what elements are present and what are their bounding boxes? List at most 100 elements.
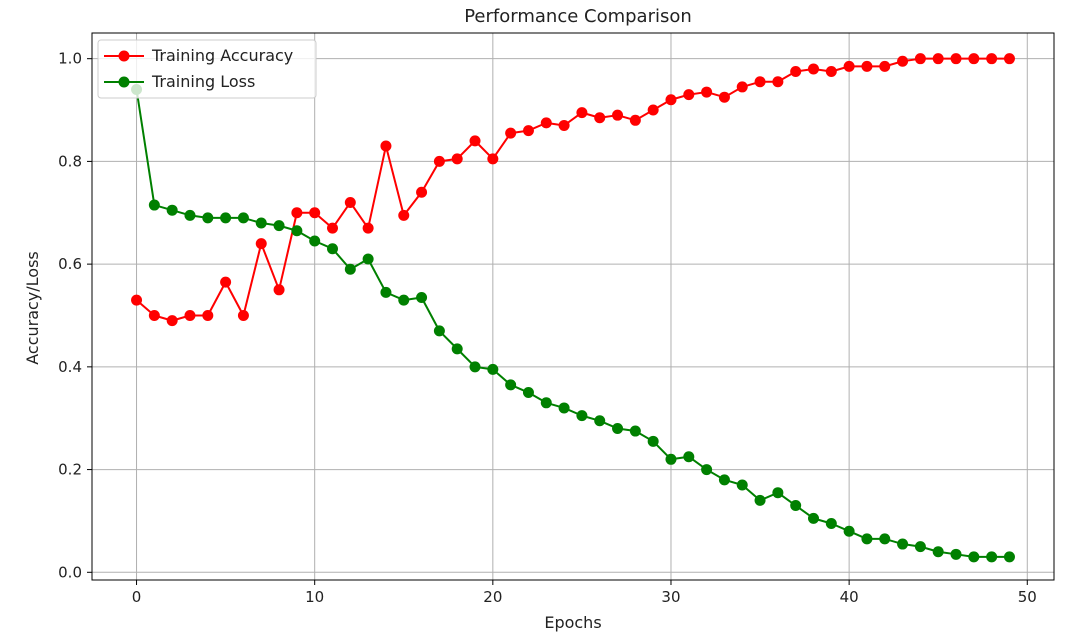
data-point-training-loss: [344, 263, 356, 275]
data-point-training-loss: [362, 253, 374, 265]
data-point-training-loss: [897, 538, 909, 550]
y-tick-label: 1.0: [58, 50, 82, 68]
grid-lines: [92, 33, 1054, 580]
data-point-training-loss: [914, 541, 926, 553]
data-point-training-accuracy: [522, 125, 534, 137]
data-point-training-accuracy: [291, 207, 303, 219]
legend-item-training-loss: Training Loss: [104, 72, 255, 91]
data-point-training-accuracy: [327, 222, 338, 234]
legend-marker-loss: [118, 76, 130, 88]
data-point-training-loss: [629, 425, 641, 437]
legend-label-accuracy: Training Accuracy: [151, 46, 293, 65]
x-tick-label: 50: [1018, 588, 1037, 606]
data-point-training-loss: [255, 217, 267, 229]
x-tick-label: 20: [483, 588, 502, 606]
data-point-training-loss: [237, 212, 249, 224]
data-point-training-loss: [612, 422, 624, 434]
data-point-training-accuracy: [237, 309, 249, 321]
series-training-accuracy: [131, 53, 1015, 327]
data-point-training-loss: [576, 410, 588, 422]
data-point-training-loss: [754, 494, 766, 506]
data-point-training-loss: [166, 204, 178, 216]
data-point-training-loss: [825, 518, 837, 529]
data-point-training-loss: [451, 343, 463, 355]
data-point-training-loss: [932, 546, 944, 558]
data-point-training-loss: [202, 212, 214, 224]
data-point-training-loss: [416, 292, 428, 304]
data-point-training-accuracy: [362, 222, 374, 234]
data-point-training-accuracy: [166, 315, 178, 327]
series-line-training-loss: [135, 89, 1010, 558]
data-point-training-loss: [487, 363, 499, 375]
data-point-training-loss: [148, 199, 160, 211]
y-tick-label: 0.8: [58, 152, 82, 170]
chart-title: Performance Comparison: [464, 6, 692, 27]
data-point-training-accuracy: [772, 76, 784, 88]
y-tick-label: 0.4: [58, 358, 82, 376]
data-point-training-accuracy: [701, 86, 713, 98]
data-point-training-accuracy: [344, 196, 356, 208]
data-point-training-accuracy: [718, 91, 730, 103]
data-point-training-accuracy: [273, 284, 285, 296]
data-point-training-loss: [273, 220, 285, 232]
data-point-training-accuracy: [825, 66, 837, 78]
data-point-training-loss: [701, 464, 713, 476]
data-point-training-accuracy: [487, 153, 499, 165]
data-point-training-accuracy: [398, 209, 410, 221]
y-axis-title: Accuracy/Loss: [23, 251, 42, 365]
series-training-loss: [131, 84, 1015, 563]
data-point-training-loss: [718, 474, 730, 486]
data-point-training-accuracy: [879, 60, 891, 72]
data-point-training-accuracy: [1003, 53, 1015, 65]
data-point-training-accuracy: [505, 127, 517, 139]
data-point-training-accuracy: [843, 60, 855, 72]
data-point-training-accuracy: [594, 112, 606, 124]
x-tick-label: 30: [661, 588, 680, 606]
data-point-training-accuracy: [914, 53, 926, 65]
plot-area-frame: [91, 32, 1055, 581]
data-point-training-loss: [683, 451, 695, 463]
axis-ticks: 0 10 20 30 40 50 0.0 0.2 0.4 0.6 0.8 1.0: [58, 50, 1037, 606]
data-point-training-accuracy: [451, 153, 463, 165]
data-point-training-loss: [861, 533, 873, 545]
x-tick-label: 10: [305, 588, 324, 606]
data-point-training-accuracy: [736, 81, 748, 93]
data-point-training-loss: [968, 551, 980, 563]
data-point-training-accuracy: [433, 155, 445, 167]
data-point-training-loss: [808, 512, 819, 524]
legend-item-training-accuracy: Training Accuracy: [104, 46, 293, 65]
data-point-training-accuracy: [665, 94, 677, 106]
data-point-training-loss: [380, 286, 392, 298]
data-point-training-loss: [647, 435, 659, 447]
y-tick-label: 0.6: [58, 255, 82, 273]
data-point-training-loss: [505, 379, 517, 391]
data-point-training-accuracy: [309, 207, 321, 219]
data-point-training-loss: [594, 415, 606, 427]
data-point-training-accuracy: [380, 140, 392, 152]
data-point-training-accuracy: [861, 60, 873, 72]
data-point-training-accuracy: [950, 53, 962, 65]
legend-label-loss: Training Loss: [151, 72, 255, 91]
data-point-training-accuracy: [808, 63, 819, 75]
data-point-training-loss: [986, 551, 998, 563]
data-point-training-accuracy: [131, 294, 143, 306]
data-point-training-loss: [843, 525, 855, 537]
legend-box: [97, 39, 317, 99]
data-point-training-accuracy: [790, 66, 802, 78]
data-point-training-accuracy: [469, 135, 481, 147]
data-point-training-accuracy: [148, 309, 160, 321]
data-point-training-accuracy: [647, 104, 659, 116]
data-point-training-loss: [327, 243, 338, 255]
data-point-training-loss: [558, 402, 570, 414]
y-tick-label: 0.2: [58, 461, 82, 479]
data-point-training-accuracy: [416, 186, 428, 198]
data-point-training-accuracy: [220, 276, 232, 288]
data-point-training-loss: [469, 361, 481, 373]
data-point-training-loss: [879, 533, 891, 545]
legend: Training Accuracy Training Loss: [97, 39, 317, 99]
data-point-training-accuracy: [683, 89, 695, 101]
x-tick-label: 0: [132, 588, 142, 606]
data-point-training-loss: [184, 209, 196, 221]
